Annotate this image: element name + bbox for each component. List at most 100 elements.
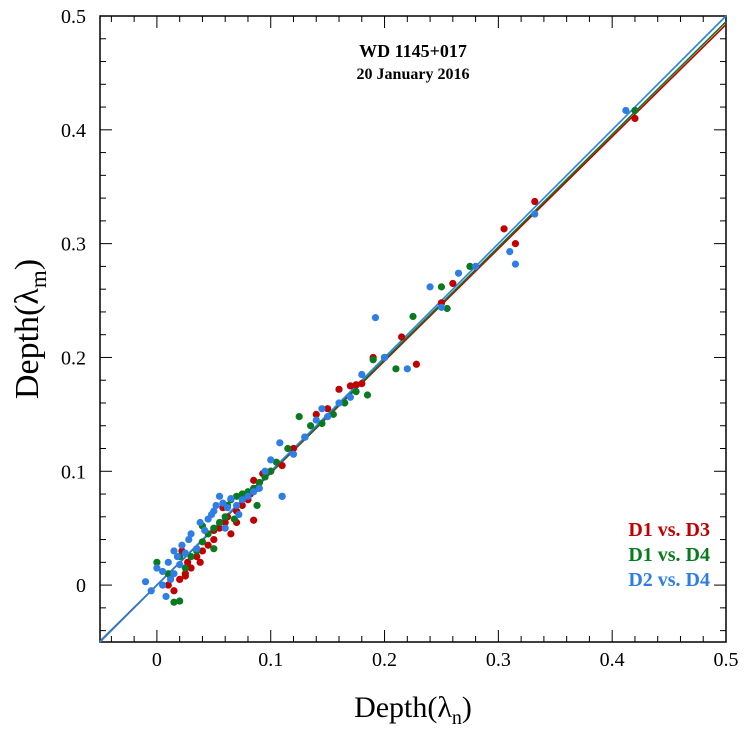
data-point [164,558,172,566]
data-point [403,365,411,373]
data-point [230,515,238,523]
data-point [289,450,298,458]
data-point [159,567,167,576]
data-point [196,558,204,566]
data-point [173,553,181,561]
data-point [181,549,189,557]
data-point [181,564,189,572]
data-point [272,458,281,466]
data-point [289,444,298,453]
data-point [261,467,269,475]
data-point [153,558,161,566]
data-point [295,413,303,421]
data-point [278,461,286,470]
data-point [255,479,263,487]
data-point [306,422,315,430]
data-point [147,587,155,595]
data-point [219,499,227,507]
data-point [159,581,167,589]
data-point [162,592,170,601]
axis-tick-labels: 0 0.1 0.2 0.3 0.4 0.5 0 0.1 0.2 0.3 0.4 0.5 [61,6,739,671]
y-tick-label: 0.1 [61,461,86,483]
data-point [358,370,366,379]
data-point [170,547,178,555]
y-tick-label: 0.3 [61,234,86,256]
x-axis-label-subscript: n [452,707,462,729]
data-point [223,504,232,512]
series-2 [141,106,630,601]
data-point [371,314,380,322]
data-point [255,484,263,492]
data-point [210,524,218,532]
data-point [176,561,184,569]
data-point [369,356,377,364]
data-point [466,262,474,270]
data-point [193,553,201,561]
x-tick-label: 0.4 [600,649,625,671]
data-point [329,410,337,418]
data-point [212,501,220,510]
data-point [412,360,421,368]
data-point [454,269,463,277]
data-point [500,225,508,233]
plot-frame [99,15,727,643]
data-point [318,419,326,428]
data-point [312,416,320,424]
data-point [449,279,457,288]
data-point [170,587,178,595]
data-point [178,541,186,549]
data-point [278,492,286,500]
data-point [215,492,224,500]
data-point [352,388,360,396]
data-point [622,106,630,115]
data-point [215,518,224,527]
data-point [187,564,195,572]
data-point [221,518,229,527]
data-point [631,114,639,123]
data-point [170,570,178,578]
data-point [187,553,195,561]
data-point [141,578,150,586]
fit-lines [99,15,727,643]
data-point [318,405,326,413]
data-point [346,393,354,401]
y-tick-label: 0.2 [61,347,86,369]
data-point [238,490,246,498]
data-point [215,524,224,532]
data-point [443,304,451,313]
data-point [531,197,539,206]
data-point [301,433,309,441]
data-point [238,501,246,510]
x-axis-label-close: ) [462,691,472,724]
x-tick-label: 0.3 [486,649,511,671]
data-point [531,210,539,218]
data-point [210,545,218,553]
data-point [193,545,201,553]
data-points [141,106,639,606]
data-point [176,575,184,584]
data-point [170,598,178,606]
data-point [253,501,261,510]
data-point [198,538,207,546]
x-axis-label: Depth(λn) [354,691,472,729]
data-point [380,353,389,362]
y-tick-label: 0 [76,575,86,597]
data-point [437,283,446,291]
data-point [250,488,258,496]
legend-entry-d1-d4: D1 vs. D4 [628,544,710,566]
data-point [335,399,343,407]
data-point [437,303,446,311]
chart-title: WD 1145+017 [359,41,467,61]
data-point [472,262,480,270]
data-point [324,413,332,421]
data-point [426,283,434,291]
series-0 [164,114,639,595]
data-point [392,365,400,373]
fit-line [99,15,727,643]
data-point [267,456,275,464]
data-point [185,535,193,544]
data-point [276,439,284,447]
x-tick-label: 0 [152,649,162,671]
legend: D1 vs. D3 D1 vs. D4 D2 vs. D4 [628,519,710,591]
y-tick-label: 0.4 [61,120,86,142]
